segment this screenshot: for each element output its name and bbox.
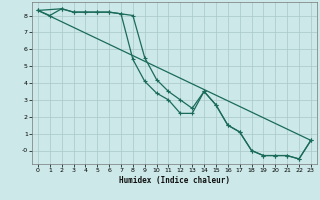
X-axis label: Humidex (Indice chaleur): Humidex (Indice chaleur) [119,176,230,185]
